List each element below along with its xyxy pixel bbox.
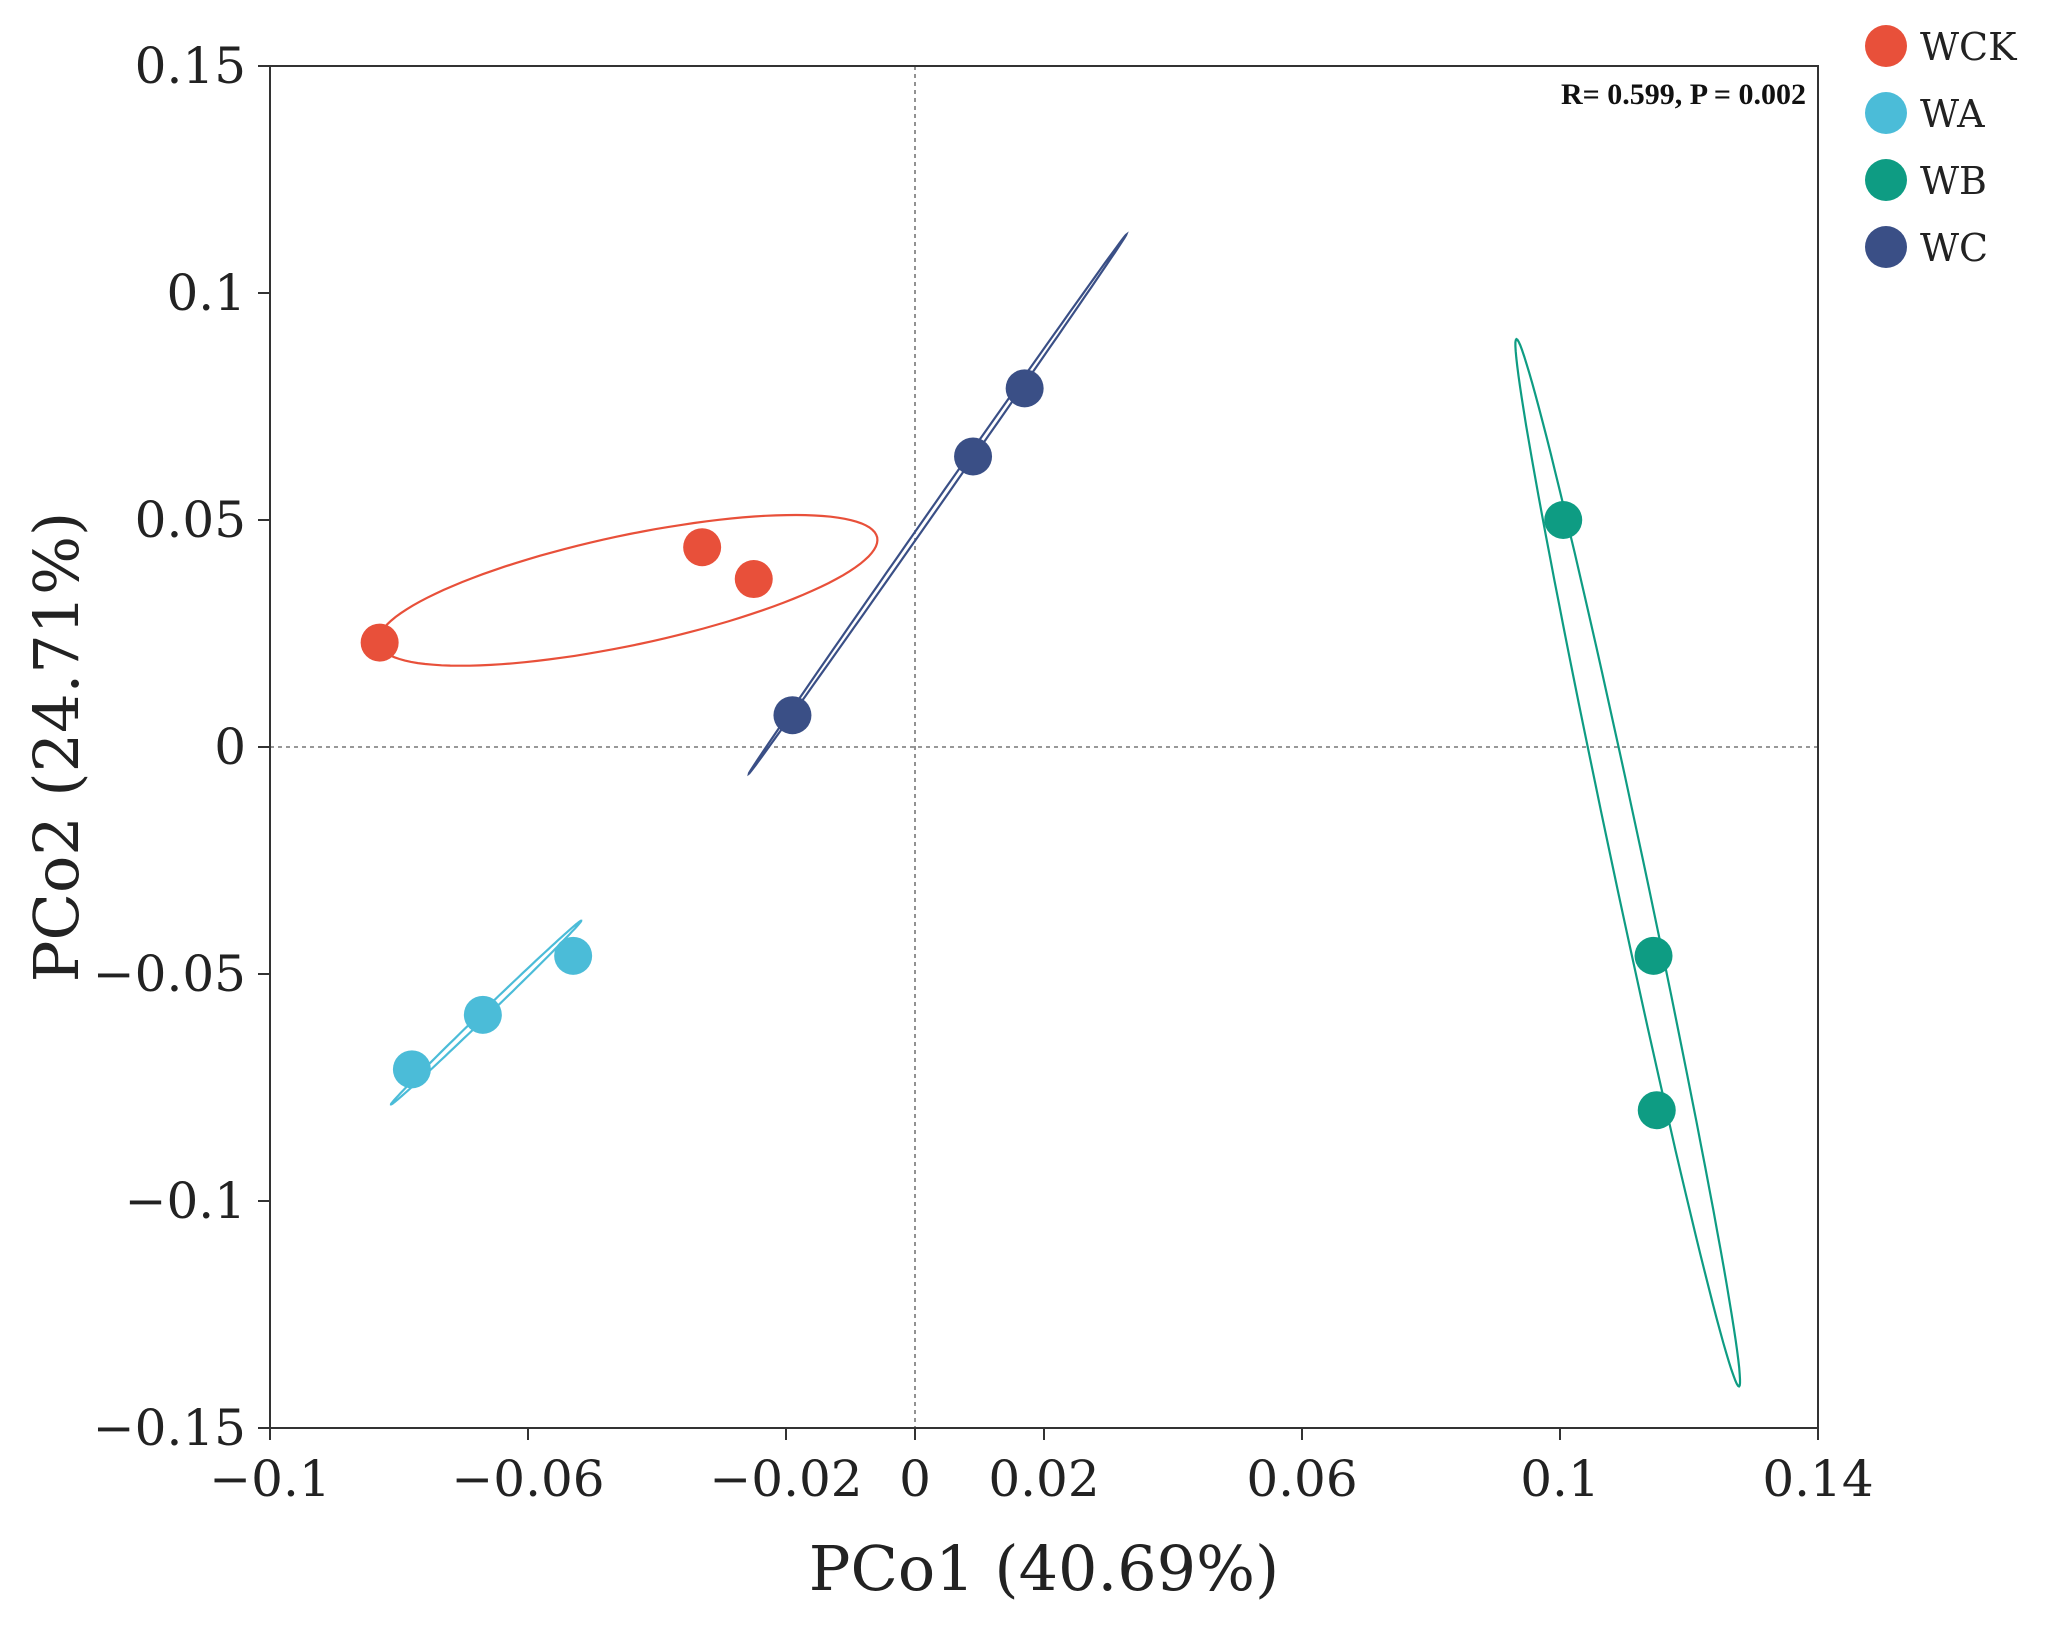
legend-label-wb: WB — [1920, 159, 1987, 203]
point-wa — [392, 1050, 431, 1089]
point-wck — [683, 528, 722, 567]
point-wb — [1544, 501, 1583, 539]
legend-label-wck: WCK — [1920, 25, 2017, 69]
x-axis-title: PCo1 (40.69%) — [809, 1532, 1279, 1605]
legend-marker-wb — [1865, 159, 1907, 201]
y-axis-title: PCo2 (24.71%) — [20, 512, 93, 982]
y-tick-label: −0.1 — [125, 1172, 246, 1230]
y-tick-label: −0.15 — [93, 1399, 246, 1457]
y-tick-label: −0.05 — [93, 945, 246, 1003]
x-tick-label: 0.06 — [1246, 1450, 1357, 1508]
point-wb — [1634, 936, 1673, 975]
point-wc — [773, 696, 812, 735]
point-wc — [1005, 369, 1044, 408]
x-tick-label: 0.02 — [988, 1450, 1099, 1508]
legend-label-wc: WC — [1920, 226, 1988, 270]
ellipse-wc — [747, 231, 1129, 777]
legend: WCK WA WB WC — [1865, 25, 2017, 270]
point-wa — [463, 995, 502, 1034]
y-tick-label: 0.1 — [166, 264, 246, 322]
data-points — [360, 369, 1676, 1130]
x-tick-label: −0.1 — [209, 1450, 330, 1508]
y-tick-label: 0.05 — [135, 491, 246, 549]
point-wck — [734, 560, 773, 599]
ellipse-wa — [389, 919, 583, 1106]
ellipse-wb — [1514, 337, 1742, 1388]
x-tick-label: 0.1 — [1520, 1450, 1600, 1508]
legend-marker-wck — [1865, 25, 1907, 67]
x-tick-label: −0.02 — [709, 1450, 862, 1508]
reference-lines — [270, 66, 1818, 1428]
x-tick-label: 0 — [899, 1450, 931, 1508]
point-wc — [954, 437, 993, 476]
x-tick-label: 0.14 — [1762, 1450, 1873, 1508]
point-wck — [360, 623, 399, 662]
y-tick-label: 0.15 — [135, 37, 246, 95]
legend-label-wa: WA — [1920, 92, 1985, 136]
ellipse-wck — [377, 513, 879, 667]
confidence-ellipses — [377, 231, 1742, 1388]
x-tick-label: −0.06 — [451, 1450, 604, 1508]
legend-marker-wa — [1865, 92, 1907, 134]
stat-annotation: R= 0.599, P = 0.002 — [1561, 78, 1806, 111]
point-wa — [554, 936, 593, 975]
y-tick-label: 0 — [214, 718, 246, 776]
axes: −0.1 −0.06 −0.02 0 0.02 0.06 0.1 0.14 0.15 0.1 0.0… — [93, 37, 1874, 1508]
point-wb — [1637, 1091, 1676, 1130]
legend-marker-wc — [1865, 226, 1907, 268]
